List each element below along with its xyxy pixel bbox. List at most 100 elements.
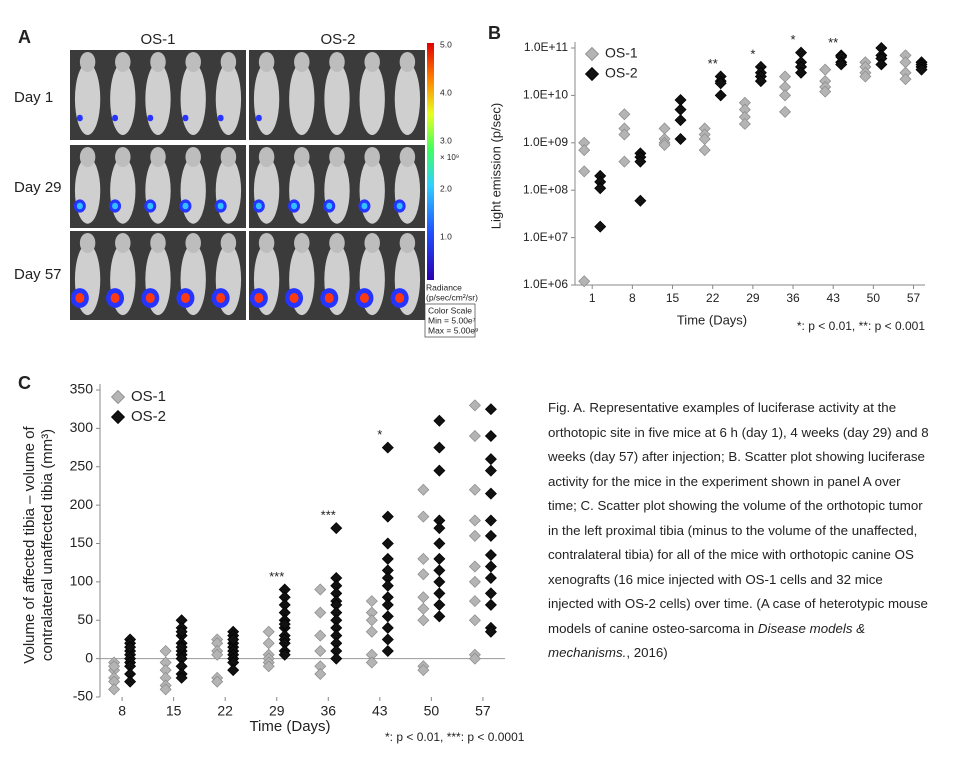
data-point [381,621,394,634]
data-point [433,610,446,623]
mouse [74,157,101,224]
data-point [433,537,446,550]
data-point [468,399,481,412]
mouse-head [185,147,201,167]
data-point [278,648,291,661]
data-point [915,63,928,76]
row-label: Day 29 [14,179,62,196]
legend-label: OS-2 [605,65,638,81]
signal-blob [182,114,189,122]
signal-core [255,202,262,210]
x-tick-label: 8 [118,703,126,719]
mouse [324,157,350,224]
data-point [417,510,430,523]
data-point [618,108,631,121]
data-point [227,664,240,677]
data-point [714,89,727,102]
data-point [819,85,832,98]
mouse [359,63,385,135]
legend-label: OS-2 [131,408,166,425]
data-point [714,77,727,90]
mouse-head [294,52,310,72]
mouse-head [329,233,345,253]
x-tick-label: 43 [372,703,388,719]
data-point [484,560,497,573]
data-point [484,453,497,466]
signal-blob [76,114,83,122]
mouse-head [79,52,96,72]
data-point [754,75,767,88]
mouse-head [150,52,166,72]
x-tick-label: 36 [320,703,336,719]
panel-label: C [18,373,31,393]
data-point [618,155,631,168]
mouse-head [258,52,275,72]
signal-core [75,293,85,303]
mouse [145,157,171,224]
y-axis-label: contralateral unaffected tibia (mm³) [39,429,56,661]
column-label: OS-1 [140,31,175,48]
data-point [578,144,591,157]
x-tick-label: 57 [475,703,491,719]
caption-journal: Disease models & mechanisms. [548,620,866,661]
data-point [819,63,832,76]
signal-core [180,293,190,303]
y-tick-label: 1.0E+08 [523,182,568,196]
data-point [433,564,446,577]
colorbar-tick-label: 5.0 [440,39,452,49]
caption-text: Fig. A. Representative examples of lucif… [548,400,929,636]
scale-box-text: Min = 5.00e⁷ [428,315,476,325]
data-point [381,441,394,454]
data-point [159,644,172,657]
mouse [394,157,421,224]
colorbar [427,43,434,280]
signal-blob [147,114,154,122]
data-point [381,537,394,550]
data-point [211,648,224,661]
colorbar-title: (p/sec/cm²/sr) [426,292,478,302]
caption-text: , 2016) [626,645,668,660]
x-tick-label: 50 [867,291,881,305]
legend-marker [584,66,600,82]
data-point [674,114,687,127]
x-tick-label: 8 [629,291,636,305]
y-tick-label: -50 [73,688,93,704]
signal-core [359,293,369,303]
data-point [468,483,481,496]
colorbar-tick-label: 3.0 [440,135,452,145]
footnote: *: p < 0.01, **: p < 0.001 [797,319,925,333]
data-point [594,182,607,195]
data-point [124,641,137,654]
colorbar-multiplier: × 10⁹ [440,153,459,162]
data-point [433,522,446,535]
data-point [262,637,275,650]
data-point [658,138,671,151]
data-point [674,103,687,116]
colorbar-tick-label: 4.0 [440,87,452,97]
data-point [314,667,327,680]
data-point [108,660,121,673]
mouse-head [399,147,416,167]
x-tick-label: 50 [424,703,440,719]
signal-core [254,293,264,303]
data-point [484,430,497,443]
mouse-head [115,147,131,167]
significance-annotation: ** [828,35,838,50]
data-point [484,514,497,527]
y-tick-label: 300 [70,419,94,435]
mouse-head [79,233,96,253]
data-point [381,633,394,646]
x-tick-label: 22 [706,291,720,305]
data-point [278,618,291,631]
data-point [634,194,647,207]
mouse [359,157,385,224]
data-point [175,671,188,684]
y-tick-label: 150 [70,534,94,550]
colorbar-title: Radiance [426,282,462,292]
data-point [875,58,888,71]
data-point [859,70,872,83]
data-point [738,117,751,130]
data-point [484,587,497,600]
